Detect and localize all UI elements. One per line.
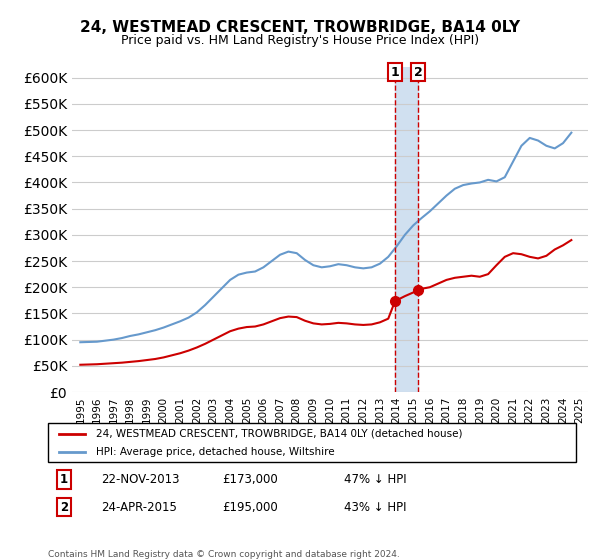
Text: 2: 2 bbox=[414, 66, 422, 79]
Text: £173,000: £173,000 bbox=[222, 473, 278, 486]
Text: 1: 1 bbox=[391, 66, 399, 79]
Text: 24-APR-2015: 24-APR-2015 bbox=[101, 501, 176, 514]
Text: 24, WESTMEAD CRESCENT, TROWBRIDGE, BA14 0LY: 24, WESTMEAD CRESCENT, TROWBRIDGE, BA14 … bbox=[80, 20, 520, 35]
Text: 2: 2 bbox=[60, 501, 68, 514]
Text: 24, WESTMEAD CRESCENT, TROWBRIDGE, BA14 0LY (detached house): 24, WESTMEAD CRESCENT, TROWBRIDGE, BA14 … bbox=[95, 429, 462, 439]
Text: 47% ↓ HPI: 47% ↓ HPI bbox=[344, 473, 406, 486]
Text: Price paid vs. HM Land Registry's House Price Index (HPI): Price paid vs. HM Land Registry's House … bbox=[121, 34, 479, 46]
Text: £195,000: £195,000 bbox=[222, 501, 278, 514]
Text: HPI: Average price, detached house, Wiltshire: HPI: Average price, detached house, Wilt… bbox=[95, 447, 334, 457]
Bar bbox=[395, 67, 418, 392]
Text: 43% ↓ HPI: 43% ↓ HPI bbox=[344, 501, 406, 514]
Text: 1: 1 bbox=[60, 473, 68, 486]
Text: Contains HM Land Registry data © Crown copyright and database right 2024.
This d: Contains HM Land Registry data © Crown c… bbox=[48, 550, 400, 560]
Text: 22-NOV-2013: 22-NOV-2013 bbox=[101, 473, 179, 486]
